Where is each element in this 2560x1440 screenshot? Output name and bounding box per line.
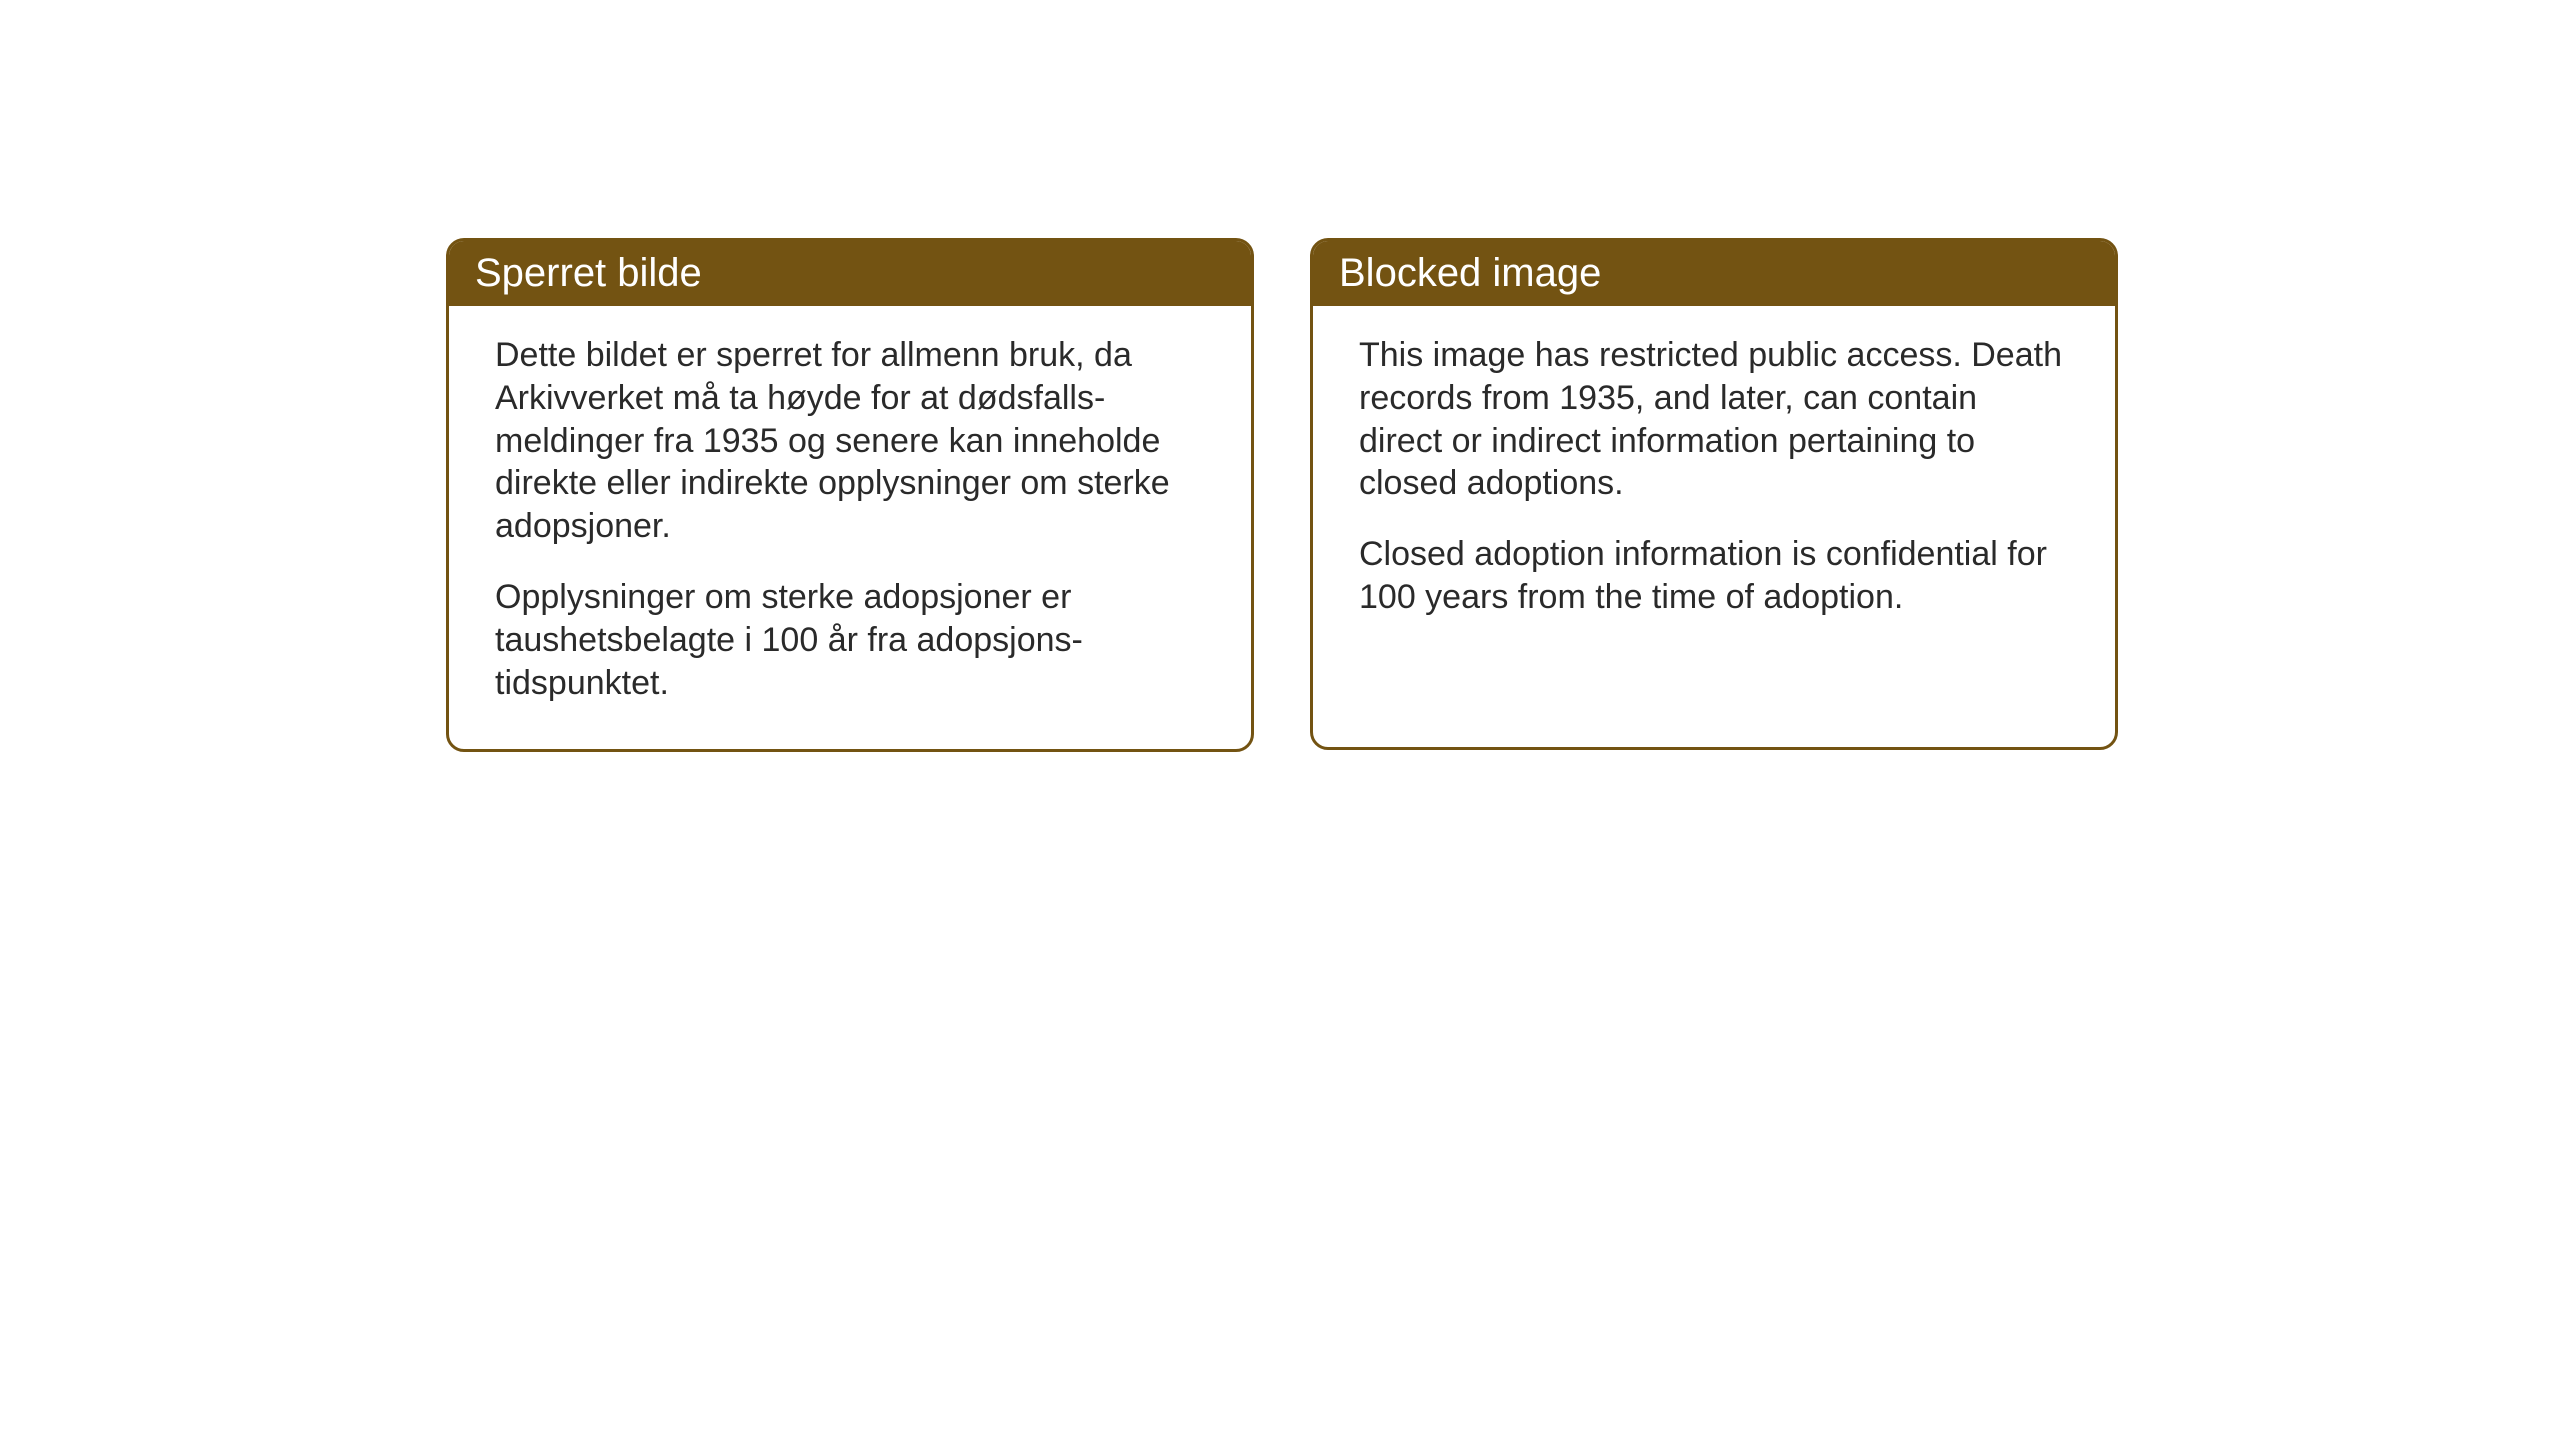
norwegian-paragraph-1: Dette bildet er sperret for allmenn bruk… [495, 334, 1205, 548]
norwegian-card-title: Sperret bilde [449, 241, 1251, 306]
english-paragraph-1: This image has restricted public access.… [1359, 334, 2069, 505]
english-card: Blocked image This image has restricted … [1310, 238, 2118, 750]
norwegian-paragraph-2: Opplysninger om sterke adopsjoner er tau… [495, 576, 1205, 704]
english-card-title: Blocked image [1313, 241, 2115, 306]
info-cards-container: Sperret bilde Dette bildet er sperret fo… [446, 238, 2118, 752]
norwegian-card: Sperret bilde Dette bildet er sperret fo… [446, 238, 1254, 752]
english-card-body: This image has restricted public access.… [1313, 306, 2115, 663]
norwegian-card-body: Dette bildet er sperret for allmenn bruk… [449, 306, 1251, 749]
english-paragraph-2: Closed adoption information is confident… [1359, 533, 2069, 619]
